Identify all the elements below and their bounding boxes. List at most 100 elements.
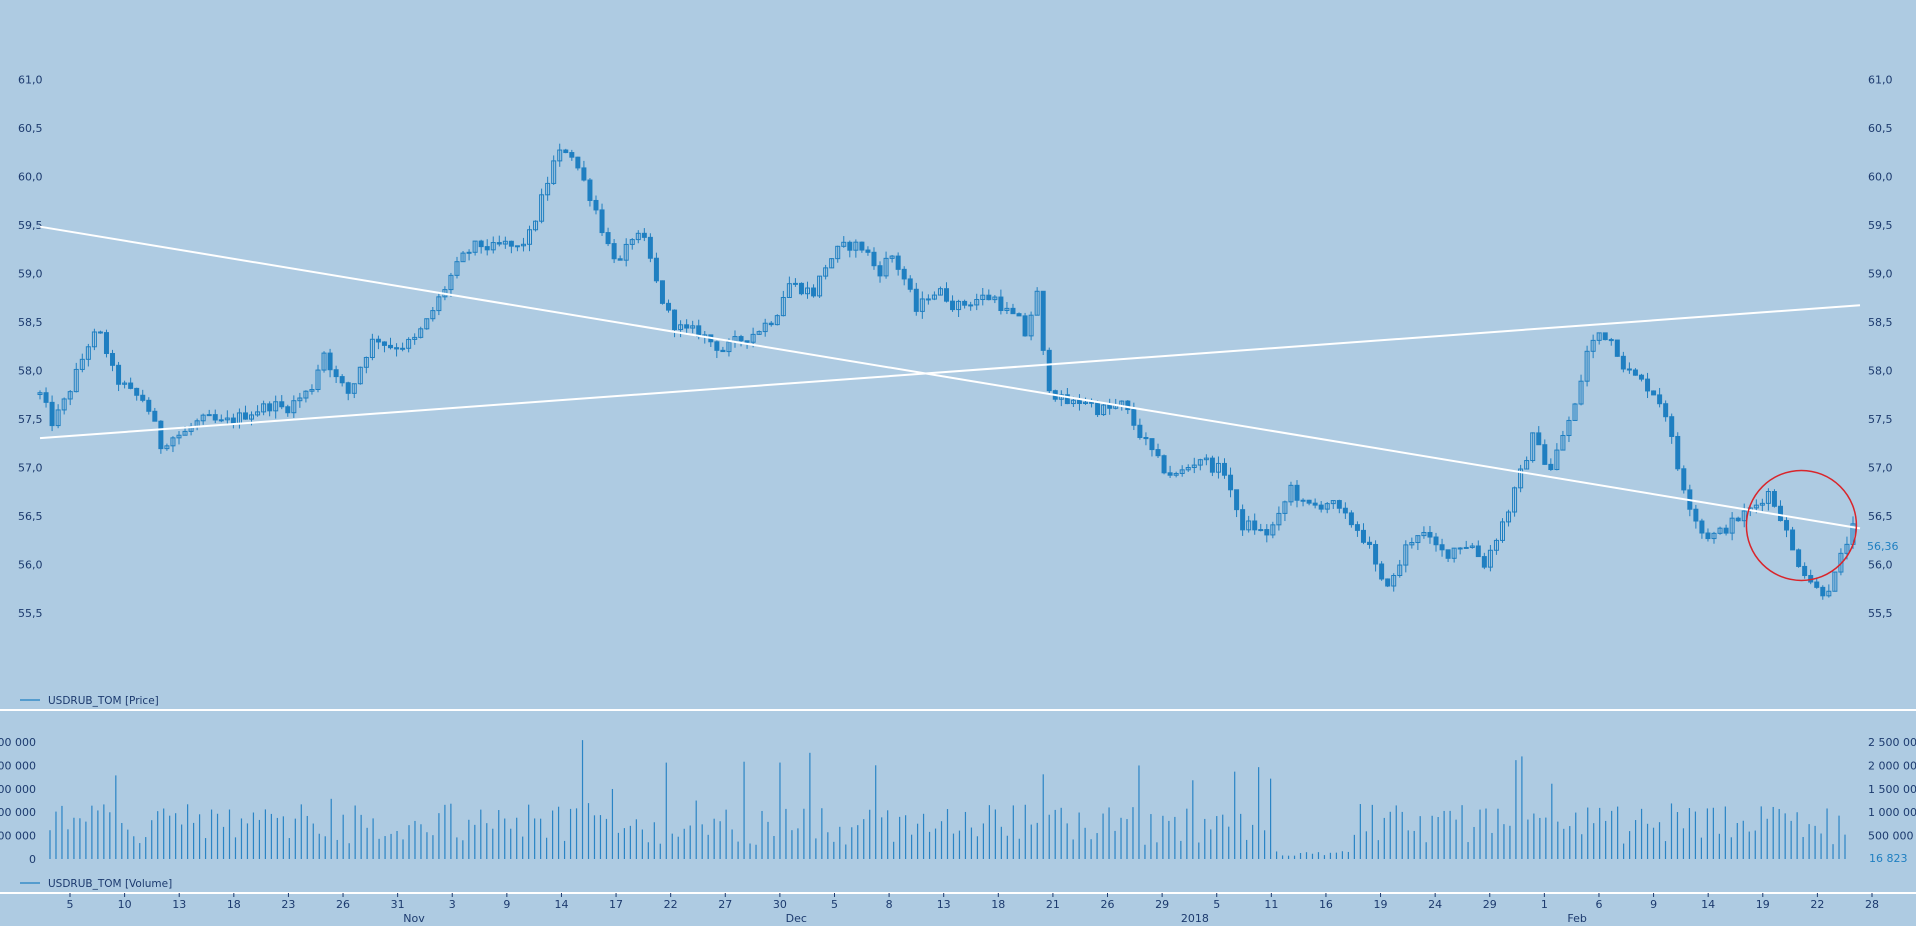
candle-body: [865, 249, 871, 253]
candle-body: [1578, 380, 1584, 405]
candle-body: [224, 417, 230, 421]
candle-body: [303, 390, 309, 399]
candle-body: [1155, 449, 1161, 457]
candle-body: [1560, 435, 1566, 451]
candle-body: [1191, 464, 1197, 469]
x-tick-label: 26: [1101, 898, 1115, 911]
candle-body: [1143, 436, 1149, 440]
price-tick-left: 59,5: [18, 219, 43, 232]
candle-body: [1221, 462, 1227, 476]
candle-body: [448, 274, 454, 291]
candle-body: [533, 220, 539, 231]
candle-body: [986, 294, 992, 301]
volume-tick-right: 1 500 000: [1868, 783, 1916, 796]
candle-body: [672, 309, 678, 331]
candle-body: [1101, 404, 1107, 416]
price-tick-left: 57,5: [18, 413, 43, 426]
candle-body: [1421, 531, 1427, 537]
candle-body: [883, 257, 889, 277]
x-tick-label: 5: [831, 898, 838, 911]
candle-body: [1572, 403, 1578, 421]
x-tick-label: 17: [609, 898, 623, 911]
candle-body: [375, 338, 381, 343]
x-tick-label: 19: [1374, 898, 1388, 911]
candle-body: [279, 401, 285, 408]
candle-body: [321, 352, 327, 371]
candle-body: [140, 394, 146, 401]
x-tick-label: 10: [118, 898, 132, 911]
candle-body: [116, 364, 122, 385]
x-tick-label: 29: [1155, 898, 1169, 911]
candle-body: [49, 401, 55, 427]
x-tick-label: 13: [172, 898, 186, 911]
candle-body: [714, 341, 720, 351]
candle-body: [956, 300, 962, 311]
candle-body: [478, 240, 484, 248]
candle-body: [1173, 472, 1179, 476]
candle-body: [1463, 546, 1469, 549]
candle-body: [1741, 510, 1747, 522]
price-tick-right: 56,0: [1868, 558, 1893, 571]
x-tick-label: 16: [1319, 898, 1333, 911]
x-tick-label: 9: [503, 898, 510, 911]
candle-body: [1264, 529, 1270, 536]
candle-body: [931, 294, 937, 300]
candle-body: [944, 288, 949, 302]
candle-body: [889, 255, 895, 259]
candle-body: [1729, 517, 1735, 534]
x-axis: 5 10 13 18 23 26 31 3 9 14 17 22 27 30 5 8 13 18 21 26 29 5 11…: [67, 893, 1879, 911]
candle-body: [363, 356, 369, 368]
candle-body: [835, 245, 841, 260]
candle-body: [1089, 401, 1095, 404]
candle-body: [1312, 502, 1318, 506]
candle-body: [1493, 539, 1499, 551]
candle-body: [1487, 549, 1493, 568]
candle-body: [1354, 524, 1360, 531]
candle-body: [1288, 484, 1294, 503]
candle-body: [1342, 507, 1348, 514]
candle-body: [1675, 435, 1681, 470]
x-tick-label: 28: [1865, 898, 1879, 911]
candle-body: [581, 167, 587, 181]
candle-body: [527, 229, 533, 245]
candle-body: [563, 149, 569, 154]
price-candles: [37, 143, 1856, 600]
candle-body: [871, 251, 877, 267]
candle-body: [230, 417, 236, 424]
candle-body: [460, 252, 466, 263]
x-tick-label: 1: [1541, 898, 1548, 911]
volume-legend-label: USDRUB_TOM [Volume]: [48, 878, 172, 890]
candle-body: [333, 369, 339, 378]
candle-body: [1832, 571, 1838, 592]
candle-body: [170, 437, 176, 447]
candle-body: [381, 341, 387, 346]
candle-body: [659, 280, 665, 304]
candle-body: [91, 331, 97, 348]
candle-body: [327, 352, 333, 371]
candle-body: [502, 240, 508, 245]
candle-body: [829, 258, 835, 269]
candle-body: [394, 347, 400, 350]
candle-body: [653, 257, 659, 282]
candle-body: [925, 298, 931, 301]
x-tick-label: 9: [1650, 898, 1657, 911]
candle-body: [1723, 527, 1729, 534]
candle-body: [1651, 390, 1657, 396]
candle-body: [1620, 355, 1626, 370]
candle-body: [950, 300, 956, 311]
candle-body: [1826, 590, 1832, 597]
candle-body: [1602, 332, 1608, 341]
candle-body: [152, 410, 158, 422]
candle-body: [647, 236, 653, 259]
candle-body: [768, 322, 774, 326]
candle-body: [1638, 374, 1644, 380]
volume-tick-right: 500 000: [1868, 830, 1914, 843]
candle-body: [823, 267, 829, 277]
candle-body: [1699, 520, 1705, 534]
candle-body: [1433, 536, 1439, 546]
candle-body: [400, 347, 406, 350]
candle-body: [1548, 463, 1554, 471]
candle-body: [176, 434, 182, 439]
